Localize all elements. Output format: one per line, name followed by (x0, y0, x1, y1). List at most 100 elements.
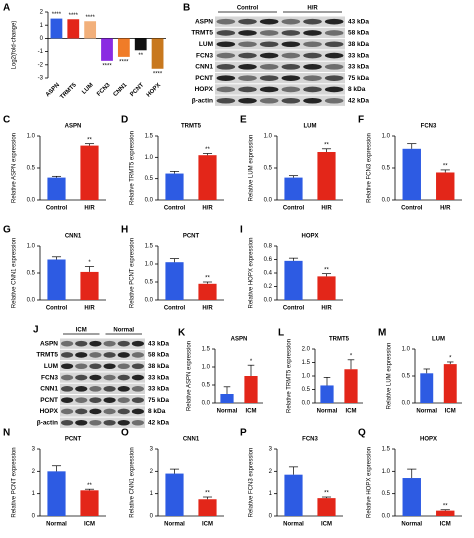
size-label: 33 kDa (148, 374, 169, 381)
blot-strip (60, 338, 145, 349)
blot-band (303, 86, 322, 93)
panel-label: M (378, 328, 386, 339)
y-tick-label: 0.5 (145, 176, 154, 182)
bar (436, 510, 455, 516)
blot-band (131, 340, 144, 347)
panel-label: L (278, 328, 284, 339)
significance: ** (87, 137, 92, 143)
blot-strip (60, 383, 145, 394)
y-tick-label: 0.5 (27, 271, 36, 277)
bar (244, 376, 258, 403)
blot-band (259, 41, 279, 48)
y-tick-label: -2 (38, 62, 44, 68)
blot-band (238, 30, 257, 36)
y-tick-label: 0.8 (264, 244, 273, 250)
x-tick-label: Normal (46, 522, 67, 528)
y-axis-label: Relative TRMT5 expression (287, 339, 293, 413)
bar (101, 38, 113, 61)
y-tick-label: 2.0 (302, 347, 311, 353)
chart-title: LUM (304, 124, 317, 130)
blot-band (281, 30, 301, 36)
size-label: 33 kDa (348, 64, 369, 71)
protein-label: LUM (44, 363, 58, 370)
bar (80, 271, 99, 300)
y-axis-label: Relative ASPN expression (12, 133, 18, 203)
y-tick-label: 0.4 (264, 271, 273, 277)
significance: * (250, 359, 253, 365)
bar (284, 177, 303, 200)
panel-label: I (240, 225, 243, 236)
y-axis-label: Relative FCN3 expression (367, 133, 373, 203)
significance: **** (153, 71, 163, 77)
blot-band (259, 30, 279, 36)
blot-strip (215, 61, 345, 72)
y-tick-label: 1.0 (145, 262, 154, 268)
blot-band (117, 419, 130, 426)
blot-band (61, 386, 74, 392)
blot-band (131, 386, 144, 392)
blot-band (303, 41, 322, 48)
blot-band (75, 386, 88, 392)
y-tick-label: 0.5 (145, 280, 154, 286)
blot-band (324, 52, 344, 59)
y-axis-label: Relative LUM expression (387, 343, 393, 410)
blot-band (61, 340, 74, 347)
blot-band (216, 41, 236, 48)
chart-title: ASPN (231, 337, 248, 343)
blot-band (103, 397, 116, 403)
blot-band (75, 352, 88, 358)
significance: ** (443, 163, 448, 169)
y-tick-label: 0.5 (402, 374, 411, 380)
significance: ** (205, 147, 210, 153)
blot-band (216, 75, 236, 81)
x-tick-label: FCN3 (96, 82, 112, 98)
protein-label: TRMT5 (191, 30, 213, 37)
bar (317, 276, 336, 300)
blot-band (61, 419, 74, 426)
y-tick-label: 1.5 (145, 134, 154, 140)
significance: ** (205, 491, 210, 497)
blot-band (61, 408, 74, 415)
blot-band (281, 86, 301, 93)
y-tick-label: 0.5 (264, 166, 273, 172)
blot-strip (215, 16, 345, 27)
size-label: 38 kDa (348, 41, 369, 48)
bar (67, 19, 80, 39)
y-tick-label: 0 (269, 514, 273, 520)
blot-band (89, 386, 102, 392)
bar (402, 148, 421, 200)
significance: ** (324, 142, 329, 148)
blot-band (324, 86, 344, 93)
blot-band (75, 408, 88, 415)
chart-title: TRMT5 (329, 337, 350, 343)
protein-label: ASPN (40, 340, 58, 347)
x-tick-label: H/R (321, 206, 332, 212)
blot-band (89, 408, 102, 415)
y-tick-label: 1.5 (145, 244, 154, 250)
blot-band (303, 18, 322, 25)
bar (284, 474, 303, 516)
protein-label: CNN1 (195, 64, 213, 71)
y-tick-label: 1.5 (302, 360, 311, 366)
blot-band (238, 64, 257, 70)
panel-label: G (3, 225, 11, 236)
chart-title: PCNT (183, 234, 200, 240)
y-tick-label: 0.5 (202, 383, 211, 389)
y-tick-label: 1.0 (27, 134, 36, 140)
size-label: 38 kDa (148, 363, 169, 370)
y-tick-label: 3 (32, 447, 36, 453)
y-tick-label: 1.0 (382, 469, 391, 475)
y-tick-label: 0.0 (27, 298, 36, 304)
blot-band (324, 18, 344, 25)
x-tick-label: ASPN (45, 82, 61, 98)
bar (198, 283, 217, 300)
blot-band (281, 75, 301, 81)
y-tick-label: 0.0 (264, 298, 273, 304)
protein-label: FCN3 (196, 52, 213, 59)
y-tick-label: 0.5 (302, 387, 311, 393)
blot-band (103, 374, 116, 381)
y-tick-label: 2 (269, 469, 273, 475)
blot-band (103, 352, 116, 358)
blot-band (216, 64, 236, 70)
protein-label: HOPX (40, 408, 59, 415)
